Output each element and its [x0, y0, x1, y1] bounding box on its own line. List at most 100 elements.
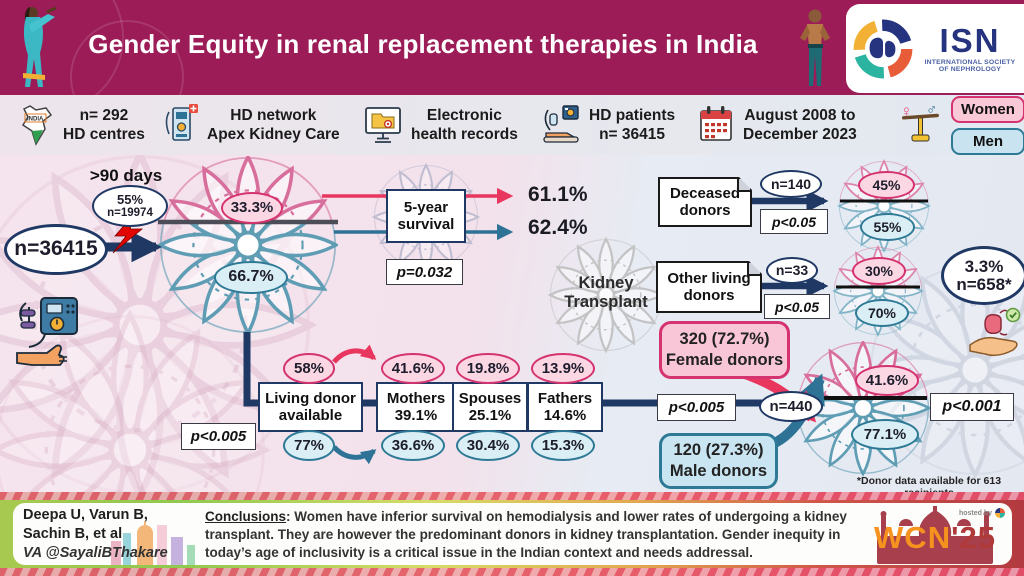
- kidney-transplant-line: Transplant: [564, 292, 648, 311]
- ehr-computer-icon: [365, 107, 401, 143]
- man-figure-illustration: [800, 9, 830, 86]
- male-donors-box: 120 (27.3%) Male donors: [659, 433, 778, 489]
- fact-line: HD network: [230, 106, 317, 124]
- hemodialysis-machine-icon: [16, 297, 78, 366]
- fathers-women-oval: 13.9%: [531, 353, 595, 384]
- fact-hd-patients: HD patients n= 36415: [540, 101, 675, 149]
- other-living-donors-box: Other living donors: [656, 261, 762, 313]
- fathers-pct: 14.6%: [543, 407, 587, 424]
- footer-content-bar: Deepa U, Varun B, Sachin B, et al VA @Sa…: [13, 503, 1012, 565]
- other-living-pvalue: p<0.05: [764, 294, 830, 319]
- survival-women-pct: 61.1%: [528, 183, 588, 206]
- deceased-n-oval: n=140: [760, 170, 822, 198]
- legend-women: Women: [951, 95, 1024, 123]
- deceased-line: Deceased: [669, 184, 741, 202]
- donors-pvalue-right: p<0.001: [930, 393, 1014, 421]
- deceased-men-oval: 55%: [860, 213, 915, 241]
- donors-n-oval: n=440: [759, 391, 823, 422]
- fact-line: December 2023: [743, 126, 857, 143]
- isn-logo-mark-icon: [853, 19, 913, 78]
- deceased-women-oval: 45%: [858, 171, 915, 199]
- dropout-oval: 55% n=19974: [92, 185, 168, 227]
- hd-men-share-oval: 66.7%: [214, 261, 288, 294]
- hosted-by: hosted by: [959, 508, 1005, 518]
- mothers-label: Mothers: [386, 389, 446, 407]
- dropout-pct: 55%: [116, 192, 144, 208]
- living-donor-box: Living donor available: [258, 382, 363, 432]
- recipient-men-oval: 77.1%: [851, 419, 919, 450]
- spouses-box: Spouses 25.1%: [452, 382, 528, 432]
- page-title: Gender Equity in renal replacement thera…: [88, 29, 758, 59]
- survival-men-pct: 62.4%: [528, 216, 588, 239]
- fact-line: n= 36415: [599, 126, 666, 143]
- spouses-label: Spouses: [458, 389, 522, 407]
- fact-hd-centres: INDIA n= 292 HD centres: [16, 101, 145, 149]
- survival-pvalue: p=0.032: [386, 259, 463, 285]
- svg-text:INDIA: INDIA: [27, 117, 44, 123]
- main-diagram: >90 days 55% n=19974 n=36415 33.3% 66.7%…: [0, 155, 1024, 499]
- hosted-by-label: hosted by: [958, 509, 992, 517]
- mothers-men-oval: 36.6%: [381, 430, 445, 461]
- living-donor-line: available: [278, 407, 343, 424]
- city-skyline-illustration: [111, 521, 195, 565]
- hd-patient-icon: [543, 105, 579, 143]
- survival-line: 5-year: [403, 198, 449, 216]
- other-living-women-oval: 30%: [852, 257, 906, 285]
- living-donor-line: Living donor: [265, 389, 356, 407]
- female-donors-line: 320 (72.7%): [679, 330, 770, 349]
- gender-legend: ♀ ♂ Women Men: [898, 95, 1024, 155]
- kidney-transplant-label: Kidney Transplant: [552, 274, 660, 312]
- spouses-men-oval: 30.4%: [456, 430, 520, 461]
- deceased-pvalue: p<0.05: [760, 209, 828, 234]
- fathers-men-oval: 15.3%: [531, 430, 595, 461]
- wcn25-wordmark: WCN'25: [861, 522, 1009, 553]
- female-donors-box: 320 (72.7%) Female donors: [659, 321, 790, 379]
- fathers-label: Fathers: [537, 389, 593, 407]
- india-map-icon: INDIA: [21, 105, 53, 146]
- spouses-women-oval: 19.8%: [456, 353, 520, 384]
- footer-bar: Deepa U, Varun B, Sachin B, et al VA @Sa…: [0, 492, 1024, 576]
- isn-logo: ISN INTERNATIONAL SOCIETY OF NEPHROLOGY: [846, 4, 1024, 93]
- conclusions-body: : Women have inferior survival on hemodi…: [205, 509, 847, 560]
- kidney-transplant-line: Kidney: [578, 274, 634, 292]
- fact-line: August 2008 to: [744, 106, 856, 124]
- isn-abbr: ISN: [939, 21, 1001, 59]
- gender-scale-icon: ♀ ♂: [900, 102, 939, 142]
- conclusions-label: Conclusions: [205, 509, 287, 524]
- living-men-oval: 77%: [283, 430, 335, 461]
- woman-figure-illustration: [23, 6, 57, 87]
- study-facts-band: INDIA n= 292 HD centres HD network Apex Ki…: [0, 95, 1024, 156]
- visual-abstract-credit: VA @SayaliBThakare: [23, 544, 168, 561]
- conclusions-text: Conclusions: Women have inferior surviva…: [205, 508, 853, 562]
- zigzag-border: [0, 492, 1024, 500]
- zigzag-border: [0, 568, 1024, 576]
- male-donors-line: Male donors: [669, 462, 768, 480]
- fact-period: August 2008 to December 2023: [696, 101, 857, 149]
- fact-line: HD patients: [589, 106, 676, 124]
- fact-hd-network: HD network Apex Kidney Care: [160, 101, 340, 149]
- living-women-oval: 58%: [283, 353, 335, 384]
- isn-mini-mark-icon: [995, 508, 1005, 518]
- mothers-pct: 39.1%: [394, 407, 438, 424]
- spouses-pct: 25.1%: [468, 407, 512, 424]
- svg-text:♀: ♀: [900, 102, 913, 121]
- transplant-rate-n: n=658*: [956, 274, 1012, 294]
- deceased-donors-box: Deceased donors: [658, 177, 752, 227]
- wcn25-logo: hosted by WCN'25: [859, 504, 1011, 564]
- female-donors-line: Female donors: [665, 351, 784, 369]
- dropout-label: >90 days: [89, 166, 163, 185]
- wcn-year: '25: [951, 520, 996, 555]
- mothers-women-oval: 41.6%: [381, 353, 445, 384]
- isn-fullname: INTERNATIONAL SOCIETY OF NEPHROLOGY: [924, 58, 1016, 73]
- wcn-letters: WCN: [874, 520, 952, 555]
- legend-men: Men: [951, 127, 1024, 155]
- survival-box: 5-year survival: [386, 189, 466, 243]
- mothers-box: Mothers 39.1%: [376, 382, 456, 432]
- svg-text:♂: ♂: [926, 102, 937, 118]
- fact-line: Electronic: [426, 106, 502, 124]
- other-living-line: Other living: [667, 269, 751, 287]
- other-living-line: donors: [683, 287, 735, 304]
- survival-line: survival: [397, 216, 455, 233]
- other-living-men-oval: 70%: [855, 299, 909, 327]
